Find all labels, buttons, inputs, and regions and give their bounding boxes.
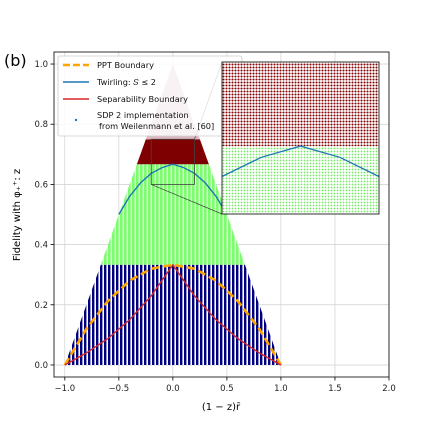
x-tick-label-5: 1.5 [328,384,342,394]
region-0 [64,264,281,365]
inset-frame [221,61,380,215]
series-layer [63,163,283,366]
y-axis-label: Fidelity with φ₊⁺: z [12,169,23,261]
x-tick-label-1: −0.5 [109,384,130,394]
y-tick-label-4: 0.8 [34,120,48,130]
axis-ticks: −1.0 −0.5 0.0 0.5 1.0 1.5 2.0 0.0 0.2 0.4 0.6 0.8 1.… [34,60,395,394]
x-axis-label: (1 − z)r̄ [202,402,241,413]
panel-label: (b) [4,51,27,70]
legend-label-1: Twirling: 𝑆 ≤ 2 [96,77,156,87]
series-line-1 [118,163,228,215]
legend-label-0: PPT Boundary [97,60,154,70]
series-line-2 [64,263,282,366]
legend-label-2: Separability Boundary [97,94,188,104]
legend-marker-3 [74,118,78,122]
legend-label-3-line2: from Weilenmann et al. [60] [99,121,214,131]
zoom-box [150,138,195,185]
legend-label-3: SDP 2 implementation [97,110,189,120]
x-tick-label-2: 0.0 [166,384,180,394]
legend: PPT Boundary Twirling: 𝑆 ≤ 2 Separability … [57,55,243,137]
inset-region-green [222,146,379,214]
x-tick-label-6: 2.0 [382,384,396,394]
y-tick-label-2: 0.4 [34,241,48,251]
y-tick-label-5: 1.0 [34,60,48,70]
inset-twirling-line [222,145,379,178]
y-tick-label-0: 0.0 [34,361,48,371]
inset-plot [221,61,380,215]
x-tick-label-4: 1.0 [274,384,288,394]
series-line-0 [63,263,283,366]
y-tick-label-3: 0.6 [34,180,48,190]
inset-region-red [222,62,379,147]
x-tick-label-3: 0.5 [220,384,234,394]
x-tick-label-0: −1.0 [54,384,75,394]
inset-content [222,62,379,214]
y-tick-label-1: 0.2 [34,301,48,311]
plot-frame [53,51,390,378]
zoom-connector-bottom [151,184,223,215]
